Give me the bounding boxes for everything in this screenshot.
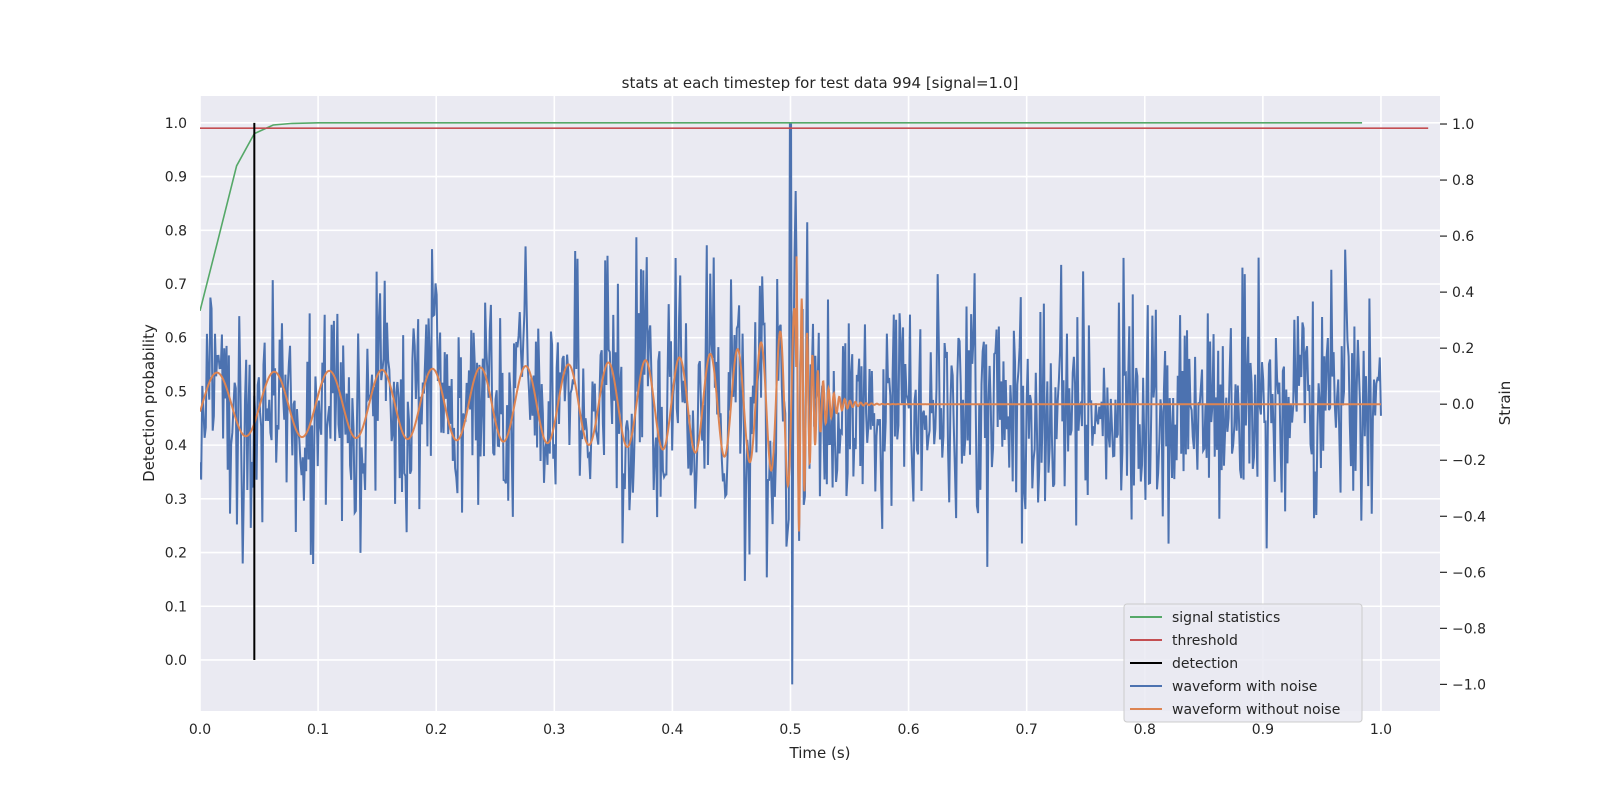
x-axis-ticks: 0.0 0.1 0.2 0.3 0.4 0.5 0.6 0.7 0.8 0.9 1.0 (189, 722, 1392, 738)
x-tick-label: 0.1 (307, 722, 329, 738)
x-tick-label: 0.9 (1252, 722, 1274, 738)
series-signal-statistics (200, 122, 1363, 312)
x-tick-label: 0.4 (661, 722, 683, 738)
x-tick-label: 1.0 (1370, 722, 1392, 738)
legend-item-detection: detection (1130, 656, 1238, 672)
y-axis-ticks: 0.0 0.1 0.2 0.3 0.4 0.5 0.6 0.7 0.8 0.9 1.0 (165, 116, 187, 669)
x-tick-label: 0.3 (543, 722, 565, 738)
legend-item-signal-statistics: signal statistics (1130, 610, 1280, 626)
y2-tick-label: 0.6 (1452, 229, 1474, 245)
y-tick-label: 0.8 (165, 223, 187, 239)
legend-label: signal statistics (1172, 610, 1280, 626)
chart-title: stats at each timestep for test data 994… (622, 74, 1019, 92)
y2-tick-label: −1.0 (1452, 677, 1486, 693)
legend-item-threshold: threshold (1130, 633, 1238, 649)
x-axis-label: Time (s) (789, 744, 851, 762)
legend-label: detection (1172, 656, 1238, 672)
y2-axis-label: Strain (1496, 381, 1514, 425)
y2-tick-label: −0.2 (1452, 453, 1486, 469)
y-tick-label: 0.9 (165, 170, 187, 186)
y2-tick-label: −0.8 (1452, 621, 1486, 637)
legend-box (1123, 603, 1363, 723)
series-waveform-without-noise (200, 256, 1381, 532)
y-tick-label: 0.2 (165, 546, 187, 562)
y-tick-label: 0.1 (165, 599, 187, 615)
y2-tick-label: 0.2 (1452, 341, 1474, 357)
y2-axis-ticks: −1.0 −0.8 −0.6 −0.4 −0.2 0.0 0.2 0.4 0.6 0.8 1.0 (1440, 117, 1486, 693)
legend-label: waveform without noise (1172, 702, 1340, 718)
x-tick-label: 0.8 (1134, 722, 1156, 738)
legend-item-waveform-without-noise: waveform without noise (1130, 702, 1340, 718)
legend-item-waveform-with-noise: waveform with noise (1130, 679, 1317, 695)
legend-label: threshold (1172, 633, 1238, 649)
x-tick-label: 0.0 (189, 722, 211, 738)
x-tick-label: 0.2 (425, 722, 447, 738)
y-tick-label: 0.0 (165, 653, 187, 669)
y-axis-label: Detection probability (140, 324, 158, 482)
y-tick-label: 0.3 (165, 492, 187, 508)
y-tick-label: 0.7 (165, 277, 187, 293)
y2-tick-label: 0.0 (1452, 397, 1474, 413)
y-tick-label: 1.0 (165, 116, 187, 132)
y2-tick-label: −0.6 (1452, 565, 1486, 581)
legend-label: waveform with noise (1172, 679, 1317, 695)
x-tick-label: 0.5 (779, 722, 801, 738)
y-tick-label: 0.5 (165, 384, 187, 400)
x-tick-label: 0.7 (1016, 722, 1038, 738)
x-tick-label: 0.6 (897, 722, 919, 738)
legend: signal statistics threshold detection wa… (1123, 603, 1363, 723)
y2-tick-label: 0.4 (1452, 285, 1474, 301)
y2-tick-label: 0.8 (1452, 173, 1474, 189)
y2-tick-label: 1.0 (1452, 117, 1474, 133)
y-tick-label: 0.4 (165, 438, 187, 454)
y-tick-label: 0.6 (165, 331, 187, 347)
y2-tick-label: −0.4 (1452, 509, 1486, 525)
